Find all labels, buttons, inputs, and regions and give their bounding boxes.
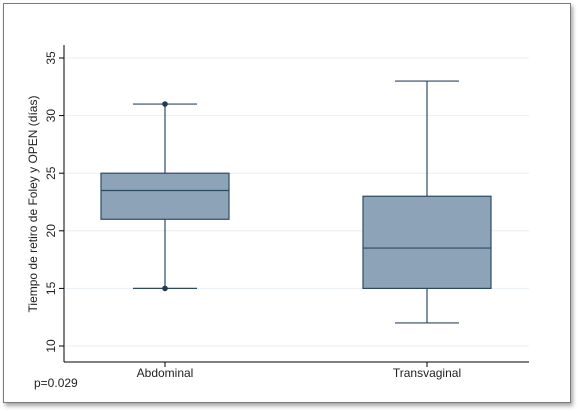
iqr-box [100, 172, 230, 220]
y-tick-label: 20 [44, 224, 58, 238]
box-abdominal [100, 101, 230, 292]
outlier-point [162, 101, 168, 107]
axes [63, 45, 529, 363]
boxes [100, 80, 492, 324]
y-tick-label: 35 [44, 51, 58, 65]
x-category-labels: Abdominal Transvaginal [137, 362, 461, 380]
y-ticks: 10 15 20 25 30 35 [44, 51, 64, 353]
y-tick-label: 25 [44, 166, 58, 180]
box-plot-chart: 10 15 20 25 30 35 Abdominal Transvaginal Tiemp… [26, 45, 529, 380]
outlier-point [162, 285, 168, 292]
y-tick-label: 15 [44, 281, 58, 295]
x-category-label: Abdominal [137, 366, 194, 380]
y-tick-label: 10 [44, 339, 58, 353]
chart-frame: 10 15 20 25 30 35 Abdominal Transvaginal Tiemp… [3, 3, 571, 403]
iqr-box [362, 195, 492, 290]
p-value-note: p=0.029 [34, 376, 78, 390]
box-transvaginal [362, 80, 492, 324]
x-category-label: Transvaginal [393, 366, 461, 380]
y-tick-label: 30 [44, 109, 58, 123]
y-axis-title: Tiempo de retiro de Foley y OPEN (días) [26, 96, 40, 313]
